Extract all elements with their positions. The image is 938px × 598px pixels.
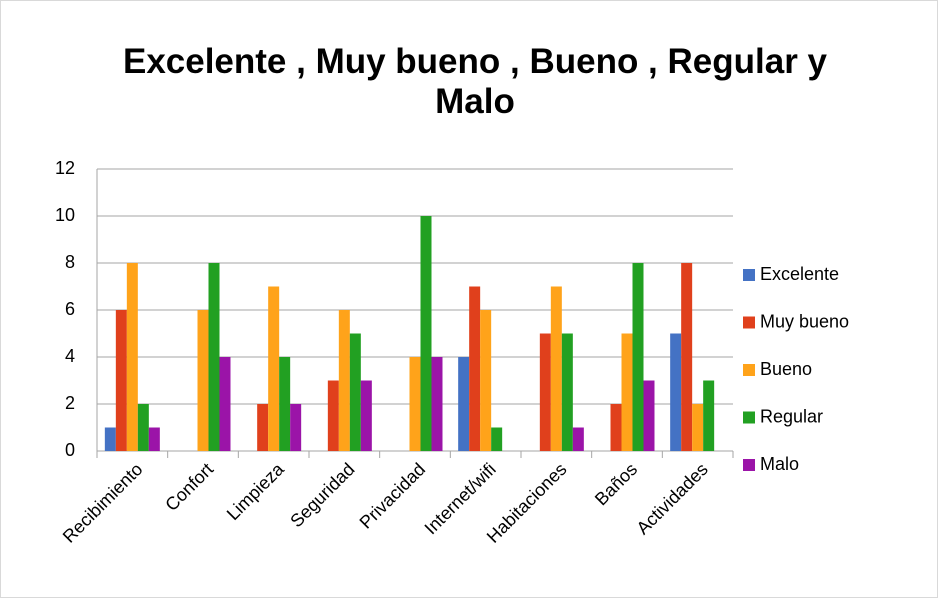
- bar: [610, 404, 622, 451]
- bar: [692, 404, 704, 451]
- legend-swatch: [743, 364, 755, 376]
- bar: [137, 404, 149, 451]
- legend-swatch: [743, 459, 755, 471]
- bar: [632, 263, 644, 451]
- bar: [327, 380, 339, 451]
- bar: [469, 286, 481, 451]
- y-tick-label: 2: [65, 393, 75, 413]
- y-tick-label: 6: [65, 299, 75, 319]
- legend-swatch: [743, 316, 755, 329]
- bar: [148, 427, 160, 451]
- bar: [219, 357, 231, 451]
- bar: [126, 263, 138, 451]
- bar: [561, 333, 573, 451]
- bar: [268, 286, 280, 451]
- bar: [621, 333, 633, 451]
- legend-label: Bueno: [760, 359, 812, 379]
- y-tick-label: 8: [65, 252, 75, 272]
- legend-label: Regular: [760, 406, 823, 426]
- bar: [480, 310, 492, 451]
- bar: [431, 357, 443, 451]
- bar: [550, 286, 562, 451]
- legend-label: Excelente: [760, 264, 839, 284]
- bar: [115, 310, 127, 451]
- bar: [257, 404, 269, 451]
- y-tick-label: 12: [55, 158, 75, 178]
- bar: [643, 380, 655, 451]
- bar: [197, 310, 209, 451]
- legend-label: Malo: [760, 454, 799, 474]
- bar: [409, 357, 421, 451]
- y-tick-label: 4: [65, 346, 75, 366]
- bar: [491, 427, 503, 451]
- bar: [338, 310, 350, 451]
- legend-swatch: [743, 411, 755, 424]
- bar: [279, 357, 291, 451]
- bar: [539, 333, 551, 451]
- chart-title: Excelente , Muy bueno , Bueno , Regular …: [122, 42, 828, 121]
- bar: [360, 380, 372, 451]
- y-tick-label: 0: [65, 440, 75, 460]
- bar: [349, 333, 361, 451]
- bar: [104, 427, 116, 451]
- bar: [681, 263, 693, 451]
- bar: [208, 263, 220, 451]
- bar: [670, 333, 682, 451]
- bar: [290, 404, 302, 451]
- bar: [458, 357, 470, 451]
- legend-swatch: [743, 269, 755, 281]
- bar: [420, 216, 432, 451]
- y-tick-label: 10: [55, 205, 75, 225]
- bar: [572, 427, 584, 451]
- legend-label: Muy bueno: [760, 311, 849, 331]
- bar: [703, 380, 715, 451]
